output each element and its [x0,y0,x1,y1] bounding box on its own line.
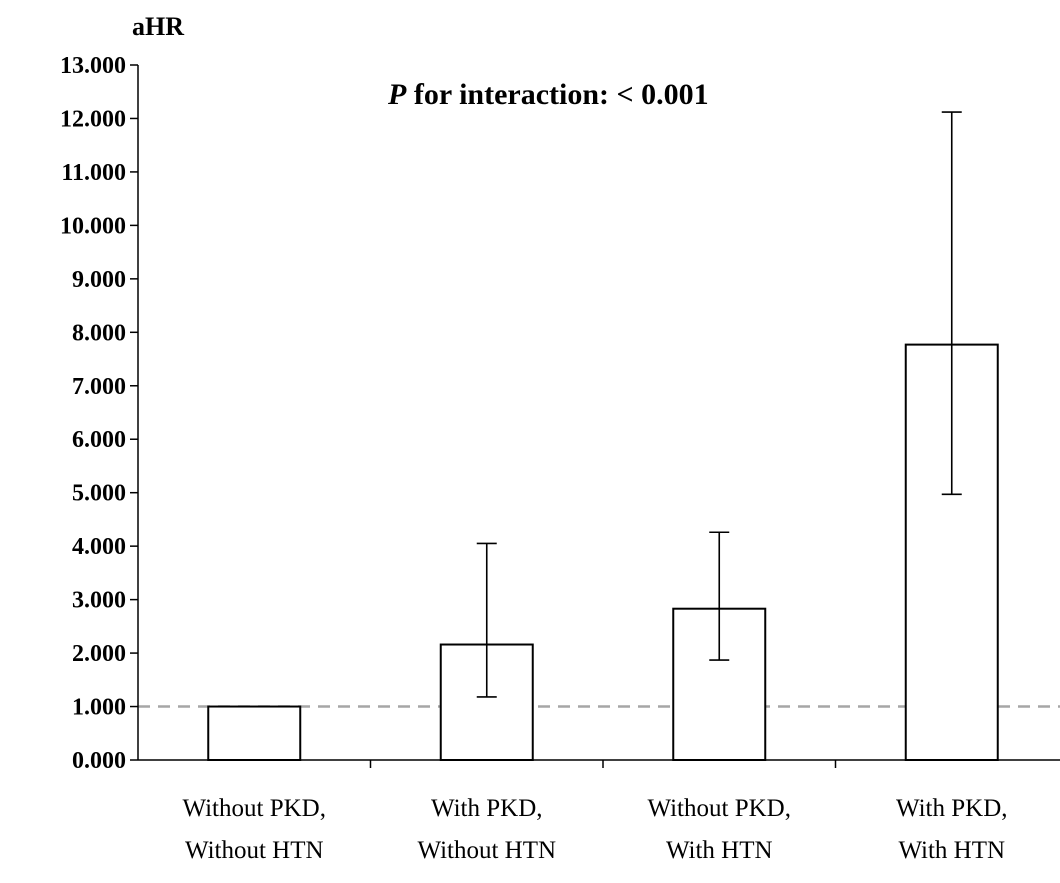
y-tick-label: 6.000 [72,427,126,453]
category-label: Without HTN [185,837,324,864]
y-tick-label: 10.000 [60,213,126,239]
y-tick-label: 1.000 [72,695,126,721]
annotation-text: for interaction: < 0.001 [406,78,708,111]
category-label: With HTN [666,837,773,864]
y-tick-label: 3.000 [72,588,126,614]
y-tick-label: 12.000 [60,106,126,132]
y-tick-labels: 0.000 1.000 2.000 3.000 4.000 5.000 6.000 7.000… [60,53,126,774]
y-tick-label: 7.000 [72,374,126,400]
category-label: Without HTN [417,837,556,864]
y-axis-label: aHR [132,12,184,41]
category-label: With HTN [898,837,1005,864]
category-label: Without PKD, [183,795,326,822]
y-tick-label: 5.000 [72,481,126,507]
y-tick-label: 13.000 [60,53,126,79]
category-label: With PKD, [431,795,543,822]
bars-layer [207,343,999,762]
y-tick-label: 4.000 [72,534,126,560]
y-tick-label: 0.000 [72,748,126,774]
axes-layer [130,64,1060,768]
category-label: Without PKD, [648,795,791,822]
y-tick-label: 2.000 [72,641,126,667]
y-tick-label: 11.000 [61,160,126,186]
y-tick-label: 9.000 [72,267,126,293]
error-bars-layer [476,111,962,698]
category-labels: Without PKD, Without HTN With PKD, Without … [183,795,1008,864]
annotation-p-symbol: P [387,78,407,111]
category-label: With PKD, [896,795,1008,822]
y-tick-label: 8.000 [72,320,126,346]
bar [207,705,302,761]
interaction-annotation: P for interaction: < 0.001 [387,78,709,111]
